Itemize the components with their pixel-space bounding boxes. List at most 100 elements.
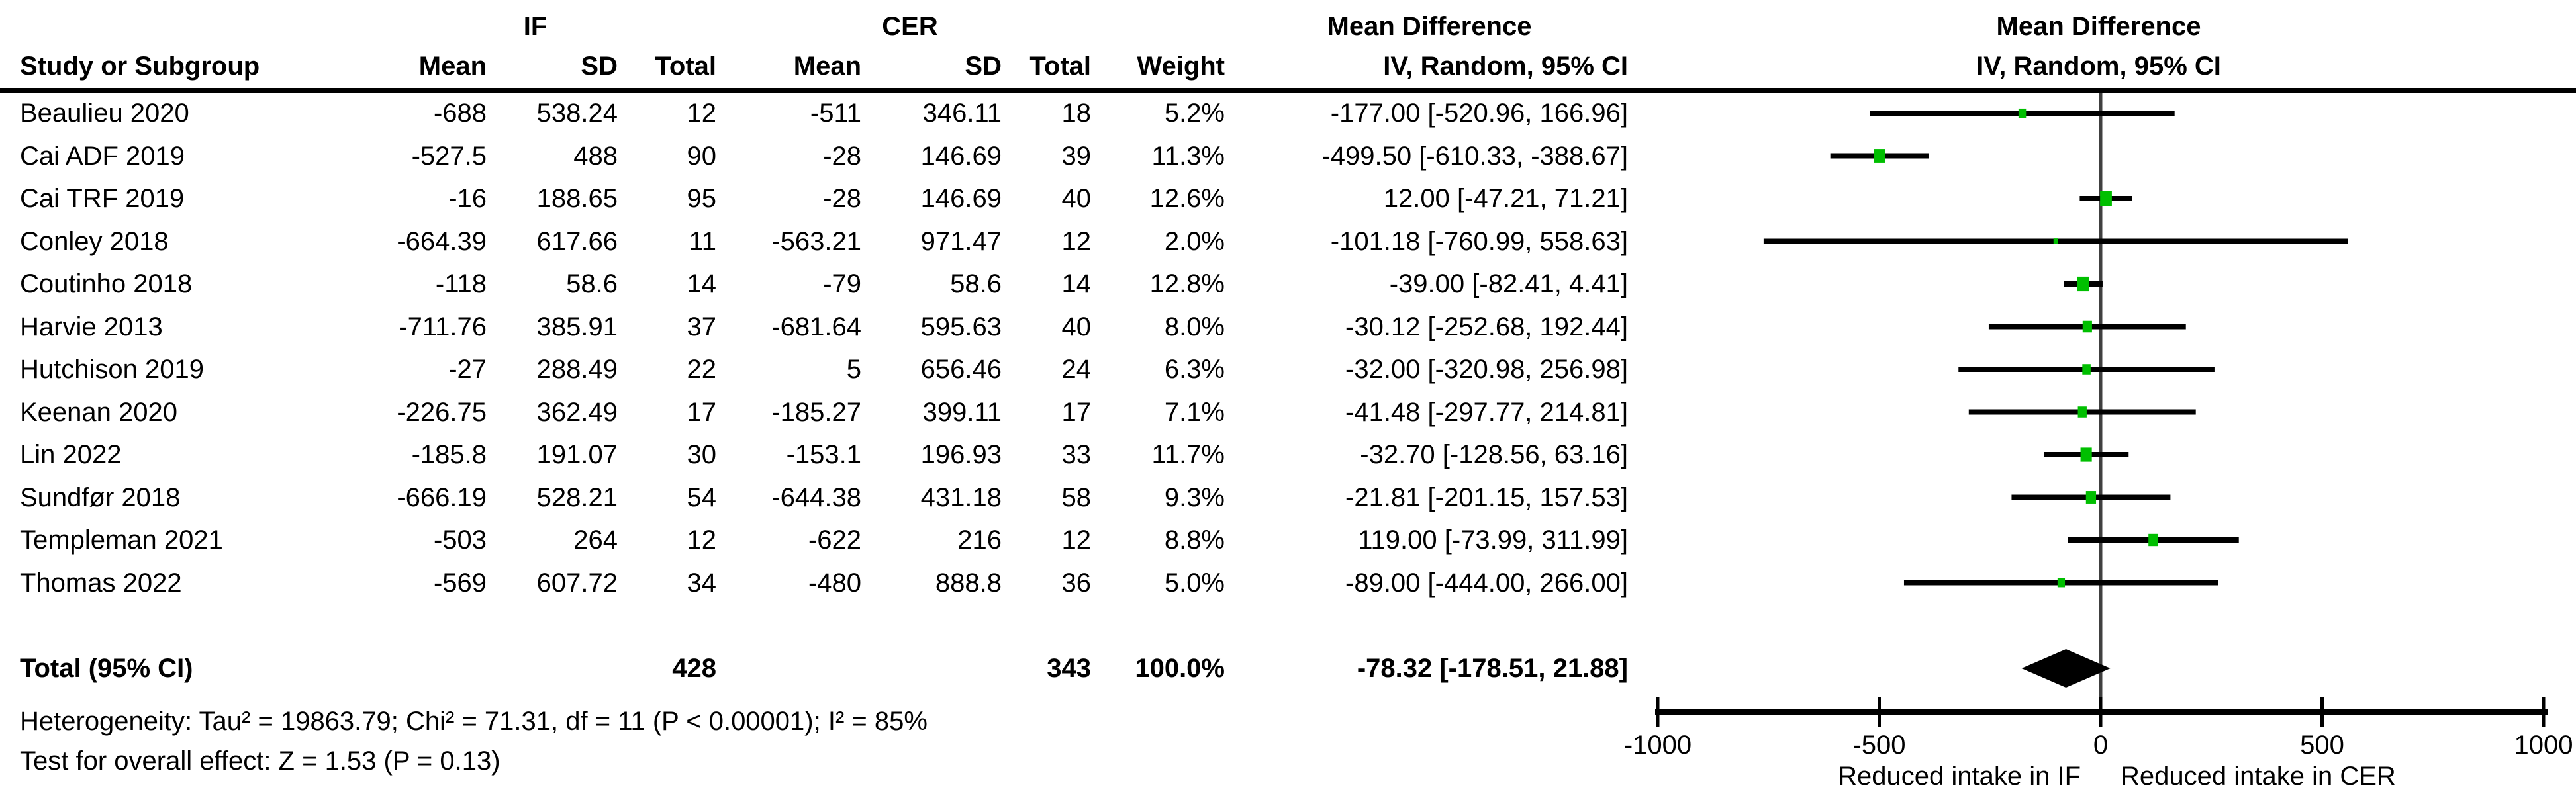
study-cell-sd1: 362.49: [536, 397, 618, 427]
axis-tick-label: 1000: [2514, 731, 2573, 760]
total-cer-n: 343: [1047, 654, 1091, 683]
study-cell-weight: 11.3%: [1151, 141, 1225, 171]
study-cell-total1: 37: [687, 312, 717, 341]
study-cell-ci: -41.48 [-297.77, 214.81]: [1345, 397, 1628, 427]
study-cell-mean1: -664.39: [397, 226, 487, 256]
heterogeneity-row: Heterogeneity: Tau² = 19863.79; Chi² = 7…: [0, 700, 2576, 742]
plot-method-label: IV, Random, 95% CI: [1976, 52, 2221, 81]
study-cell-sd2: 58.6: [950, 269, 1002, 298]
study-cell-weight: 5.0%: [1164, 568, 1225, 598]
study-cell-weight: 8.0%: [1164, 312, 1225, 341]
study-cell-total1: 11: [689, 226, 716, 256]
group-label-cer: CER: [882, 12, 938, 41]
total-weight: 100.0%: [1135, 654, 1225, 683]
study-cell-sd2: 656.46: [920, 355, 1002, 384]
overall-effect-row: Test for overall effect: Z = 1.53 (P = 0…: [0, 740, 2576, 782]
study-cell-weight: 8.8%: [1164, 525, 1225, 555]
total-if-n: 428: [672, 654, 716, 683]
study-cell-total2: 58: [1061, 482, 1092, 512]
col-header-study: Study or Subgroup: [20, 52, 260, 81]
total-ci-text: -78.32 [-178.51, 21.88]: [1357, 654, 1628, 683]
col-header-cer-sd: SD: [965, 52, 1002, 81]
study-cell-mean2: -79: [823, 269, 861, 298]
study-cell-mean2: 5: [846, 355, 861, 384]
study-cell-total1: 34: [687, 568, 717, 598]
col-header-weight: Weight: [1137, 52, 1225, 81]
study-cell-sd2: 971.47: [920, 226, 1002, 256]
study-cell-ci: -32.70 [-128.56, 63.16]: [1360, 440, 1628, 469]
study-cell-weight: 5.2%: [1164, 99, 1225, 128]
heterogeneity-text: Heterogeneity: Tau² = 19863.79; Chi² = 7…: [20, 707, 928, 736]
study-cell-ci: -30.12 [-252.68, 192.44]: [1345, 312, 1628, 341]
axis-tick-label: 0: [2093, 731, 2109, 760]
study-cell-sd2: 888.8: [935, 568, 1002, 598]
study-cell-mean1: -666.19: [397, 482, 487, 512]
study-cell-mean2: -622: [808, 525, 861, 555]
study-cell-total2: 33: [1061, 440, 1092, 469]
group-label-if: IF: [523, 12, 548, 41]
col-header-cer-mean: Mean: [793, 52, 861, 81]
study-cell-total2: 39: [1061, 141, 1092, 171]
study-row: Cai ADF 2019 -527.5 488 90 -28 146.69 39 11.3% -…: [0, 135, 2576, 177]
study-row: Thomas 2022 -569 607.72 34 -480 888.8 36 5.0% -8…: [0, 562, 2576, 604]
study-row: Keenan 2020 -226.75 362.49 17 -185.27 399.11 1…: [0, 391, 2576, 433]
study-cell-mean2: -480: [808, 568, 861, 598]
study-cell-total2: 14: [1061, 269, 1092, 298]
header-group-row: IF CER Mean Difference Mean Difference: [0, 5, 2576, 48]
study-cell-total2: 18: [1061, 99, 1092, 128]
axis-tick-label: -1000: [1623, 731, 1692, 760]
total-row: Total (95% CI) 428 343 100.0% -78.32 [-1…: [0, 647, 2576, 690]
study-cell-mean2: -511: [810, 99, 861, 128]
study-cell-mean1: -711.76: [399, 312, 487, 341]
study-row: Coutinho 2018 -118 58.6 14 -79 58.6 14 12.8% -39…: [0, 263, 2576, 305]
study-cell-mean2: -153.1: [786, 440, 861, 469]
study-cell-ci: -39.00 [-82.41, 4.41]: [1389, 269, 1628, 298]
study-cell-total2: 12: [1061, 525, 1092, 555]
study-cell-mean1: -569: [433, 568, 487, 598]
study-cell-sd2: 146.69: [920, 184, 1002, 213]
study-cell-mean2: -681.64: [771, 312, 861, 341]
study-cell-ci: -101.18 [-760.99, 558.63]: [1330, 226, 1628, 256]
study-cell-total1: 95: [687, 184, 717, 213]
study-cell-mean1: -226.75: [397, 397, 487, 427]
study-cell-sd1: 385.91: [536, 312, 618, 341]
study-cell-name: Cai TRF 2019: [20, 184, 185, 213]
study-cell-weight: 7.1%: [1164, 397, 1225, 427]
study-cell-ci: -499.50 [-610.33, -388.67]: [1321, 141, 1628, 171]
col-header-if-sd: SD: [581, 52, 618, 81]
study-cell-sd1: 528.21: [536, 482, 618, 512]
study-cell-sd1: 607.72: [536, 568, 618, 598]
study-cell-total1: 54: [687, 482, 717, 512]
study-cell-mean1: -118: [435, 269, 487, 298]
study-cell-sd1: 538.24: [536, 99, 618, 128]
study-cell-sd2: 431.18: [920, 482, 1002, 512]
study-cell-total1: 14: [687, 269, 717, 298]
study-cell-weight: 2.0%: [1164, 226, 1225, 256]
study-row: Beaulieu 2020 -688 538.24 12 -511 346.11 18 5.2…: [0, 92, 2576, 134]
study-cell-total1: 90: [687, 141, 717, 171]
study-cell-mean1: -27: [448, 355, 487, 384]
study-cell-name: Cai ADF 2019: [20, 141, 185, 171]
study-cell-mean2: -28: [823, 141, 861, 171]
study-cell-sd2: 346.11: [922, 99, 1002, 128]
study-cell-total1: 22: [687, 355, 717, 384]
study-cell-total2: 40: [1061, 312, 1092, 341]
study-cell-name: Conley 2018: [20, 226, 169, 256]
axis-tick-label: 500: [2300, 731, 2344, 760]
study-row: Cai TRF 2019 -16 188.65 95 -28 146.69 40 12.6% 1…: [0, 177, 2576, 220]
study-cell-name: Templeman 2021: [20, 525, 223, 555]
study-cell-weight: 11.7%: [1151, 440, 1225, 469]
header-columns-row: Study or Subgroup Mean SD Total Mean SD …: [0, 45, 2576, 87]
study-row: Sundfør 2018 -666.19 528.21 54 -644.38 431.18…: [0, 476, 2576, 519]
study-cell-sd1: 191.07: [536, 440, 618, 469]
study-cell-mean2: -563.21: [771, 226, 861, 256]
study-cell-weight: 12.6%: [1149, 184, 1225, 213]
total-label: Total (95% CI): [20, 654, 193, 683]
study-cell-sd2: 399.11: [922, 397, 1002, 427]
study-row: Conley 2018 -664.39 617.66 11 -563.21 971.47 1…: [0, 220, 2576, 263]
study-cell-ci: 119.00 [-73.99, 311.99]: [1358, 525, 1628, 555]
study-cell-mean1: -688: [433, 99, 487, 128]
study-cell-sd2: 216: [957, 525, 1002, 555]
axis-label-left: Reduced intake in IF: [1838, 762, 2081, 791]
overall-effect-text: Test for overall effect: Z = 1.53 (P = 0…: [20, 746, 501, 776]
